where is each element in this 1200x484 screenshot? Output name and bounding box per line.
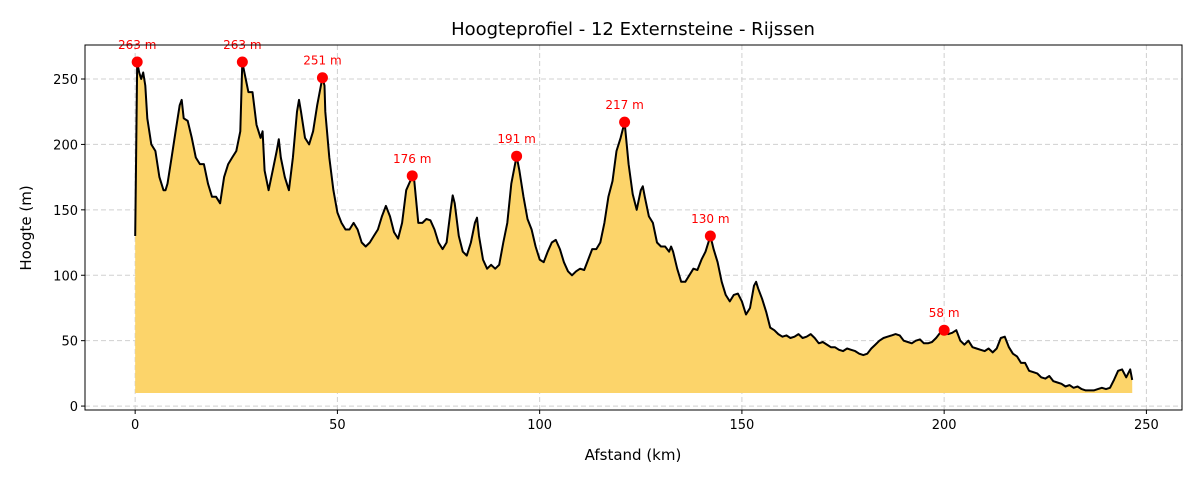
- y-tick-label: 150: [53, 204, 78, 219]
- peak-marker: [704, 230, 716, 242]
- y-tick-label: 200: [53, 138, 78, 153]
- peak-marker: [619, 116, 631, 128]
- y-axis: 0 50 100 150 200 250: [53, 73, 85, 415]
- plot-frame: [84, 44, 1183, 411]
- peak-label: 58 m: [929, 306, 960, 320]
- x-axis: 0 50 100 150 200 250: [131, 410, 1159, 433]
- peak-marker: [511, 150, 523, 162]
- x-tick-label: 0: [131, 418, 139, 433]
- peak-marker: [406, 170, 418, 182]
- peak-label: 251 m: [303, 54, 341, 68]
- peak-marker: [938, 324, 950, 336]
- x-tick-label: 250: [1134, 418, 1159, 433]
- peak-marker: [316, 72, 328, 84]
- peak-label: 217 m: [605, 98, 643, 112]
- y-tick-label: 100: [53, 269, 78, 284]
- x-axis-label: Afstand (km): [585, 446, 682, 464]
- peak-label: 176 m: [393, 152, 431, 166]
- peak-label: 191 m: [497, 132, 535, 146]
- chart-title: Hoogteprofiel - 12 Externsteine - Rijsse…: [451, 19, 815, 40]
- y-axis-label: Hoogte (m): [17, 185, 35, 270]
- peak-marker: [236, 56, 248, 68]
- elevation-area: [135, 62, 1133, 393]
- elevation-line: [134, 61, 1134, 392]
- y-tick-label: 250: [53, 73, 78, 88]
- peak-marker: [131, 56, 143, 68]
- y-tick-label: 0: [70, 400, 78, 415]
- y-tick-label: 50: [61, 335, 78, 350]
- peak-label: 130 m: [691, 212, 729, 226]
- x-tick-label: 150: [729, 418, 754, 433]
- x-tick-label: 100: [527, 418, 552, 433]
- x-tick-label: 50: [329, 418, 346, 433]
- x-tick-label: 200: [932, 418, 957, 433]
